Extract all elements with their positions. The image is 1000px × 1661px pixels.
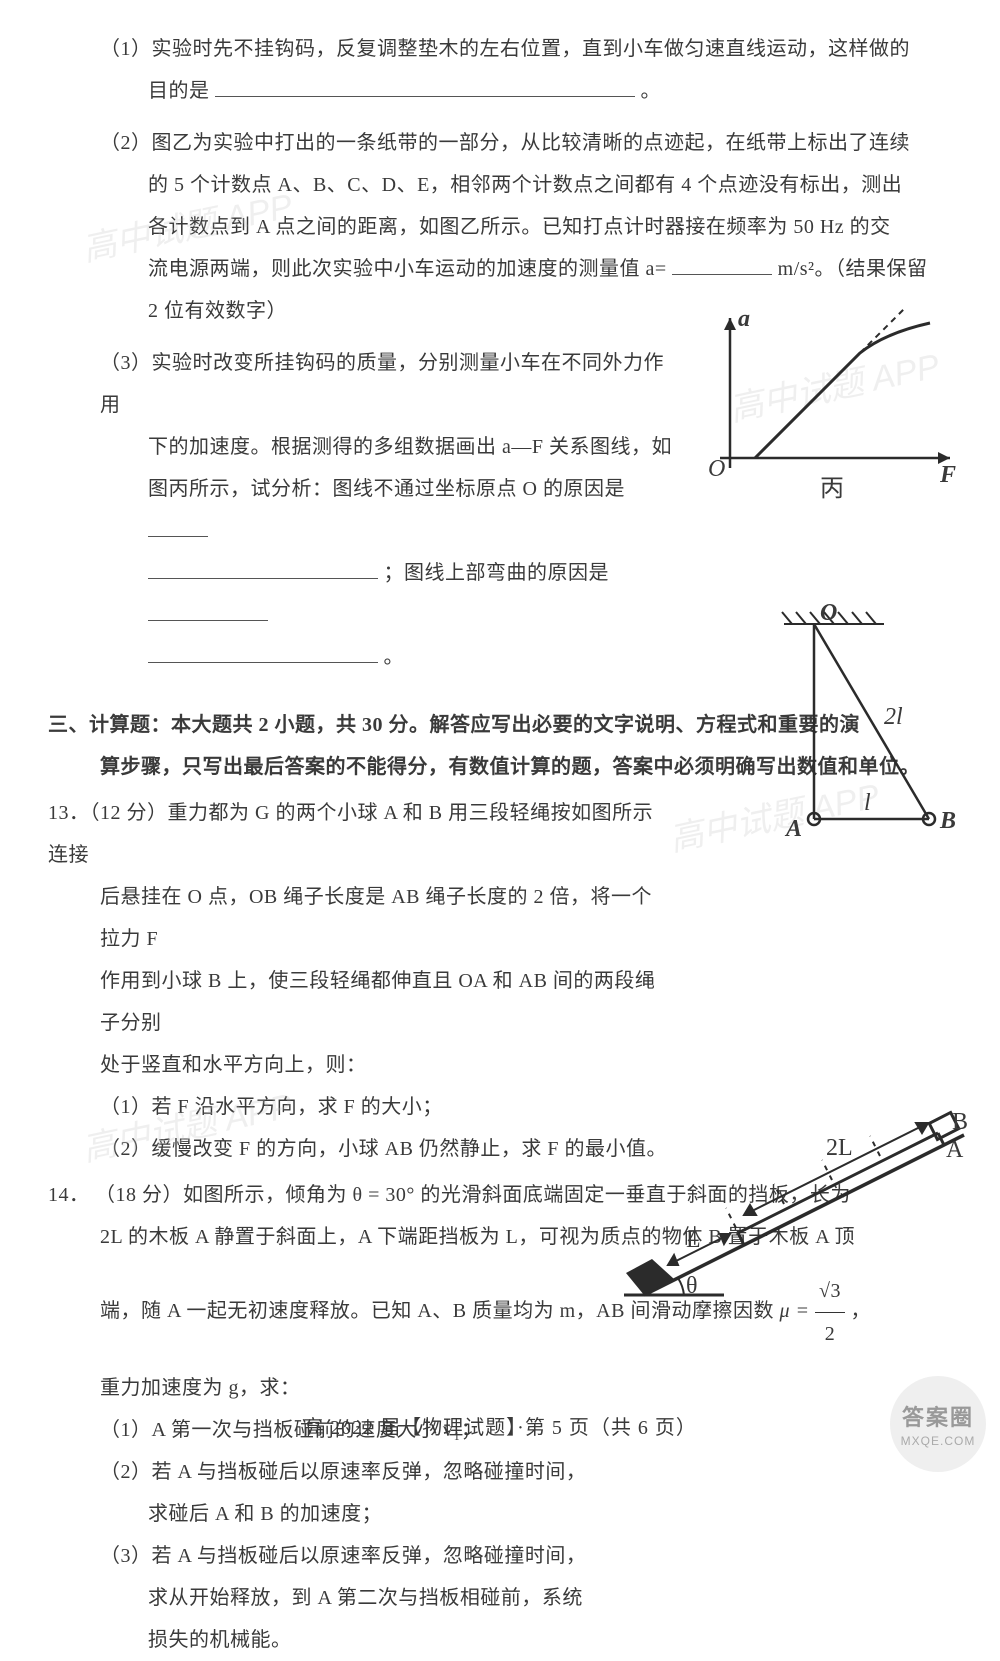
label-A-q13: A: [786, 816, 802, 843]
q1-1-prefix: 目的是: [148, 80, 210, 102]
q13-line3: 作用到小球 B 上，使三段轻绳都伸直且 OA 和 AB 间的两段绳子分别: [48, 960, 952, 1044]
label-B-q14: B: [952, 1109, 968, 1136]
label-O-q13: O: [820, 600, 837, 627]
blank-reason2-b: [148, 639, 378, 663]
q14-line8: （3）若 A 与挡板碰后以原速率反弹，忽略碰撞时间，: [48, 1535, 952, 1577]
q1-1-end: 。: [641, 80, 662, 102]
label-2l: 2l: [884, 704, 903, 731]
label-2L: 2L: [826, 1135, 853, 1162]
q1-2-line3: 各计数点到 A 点之间的距离，如图乙所示。已知打点计时器接在频率为 50 Hz …: [48, 206, 952, 248]
label-A-q14: A: [946, 1137, 963, 1164]
blank-reason1-a: [148, 513, 208, 537]
q1-2-line1: （2）图乙为实验中打出的一条纸带的一部分，从比较清晰的点迹起，在纸带上标出了连续: [48, 122, 952, 164]
label-L: L: [686, 1227, 701, 1254]
q14-line6: （2）若 A 与挡板碰后以原速率反弹，忽略碰撞时间，: [48, 1451, 952, 1493]
watermark-sub: MXQE.COM: [901, 1434, 976, 1448]
q1-2-post: m/s²。（结果保留: [778, 258, 928, 280]
diagram-q13: O A B 2l l: [744, 604, 964, 854]
q14-line7: 求碰后 A 和 B 的加速度；: [48, 1493, 952, 1535]
blank-reason1-b: [148, 555, 378, 579]
watermark-logo: 答案圈 MXQE.COM: [890, 1376, 986, 1472]
q1-2-line4: 流电源两端，则此次实验中小车运动的加速度的测量值 a= m/s²。（结果保留: [48, 248, 952, 290]
q14-line10: 损失的机械能。: [48, 1619, 952, 1661]
label-O: O: [708, 456, 725, 483]
q13-line2: 后悬挂在 O 点，OB 绳子长度是 AB 绳子长度的 2 倍，将一个拉力 F: [48, 876, 952, 960]
diagram-q14: L 2L A B θ: [614, 1095, 974, 1310]
q1-3-text: 图丙所示，试分析：图线不通过坐标原点 O 的原因是: [148, 478, 625, 500]
q1-2-pre: 流电源两端，则此次实验中小车运动的加速度的测量值 a=: [148, 258, 667, 280]
blank-reason2-a: [148, 597, 268, 621]
page-footer: 高 2022 届【物理试题】·第 5 页（共 6 页）: [0, 1411, 1000, 1440]
q14-line4: 重力加速度为 g，求：: [48, 1367, 952, 1409]
label-a-axis: a: [738, 306, 750, 333]
q13-line4: 处于竖直和水平方向上，则：: [48, 1044, 952, 1086]
label-l: l: [864, 790, 871, 817]
blank-purpose: [215, 73, 635, 97]
diagram-bing: O a F 丙: [700, 308, 960, 508]
q1-2-line2: 的 5 个计数点 A、B、C、D、E，相邻两个计数点之间都有 4 个点迹没有标出…: [48, 164, 952, 206]
label-bing: 丙: [820, 468, 844, 503]
label-B-q13: B: [940, 808, 956, 835]
q14-line9: 求从开始释放，到 A 第二次与挡板相碰前，系统: [48, 1577, 952, 1619]
q1-3-end: 。: [384, 646, 405, 668]
label-theta: θ: [686, 1273, 698, 1300]
watermark-main: 答案圈: [902, 1400, 974, 1432]
q1-1-line2: 目的是 。: [48, 70, 952, 112]
frac-den: 2: [815, 1313, 845, 1355]
q1-1-line1: （1）实验时先不挂钩码，反复调整垫木的左右位置，直到小车做匀速直线运动，这样做的: [48, 28, 952, 70]
blank-accel: [672, 251, 772, 275]
label-F-axis: F: [940, 462, 956, 489]
q1-3-mid: ；图线上部弯曲的原因是: [384, 562, 610, 584]
